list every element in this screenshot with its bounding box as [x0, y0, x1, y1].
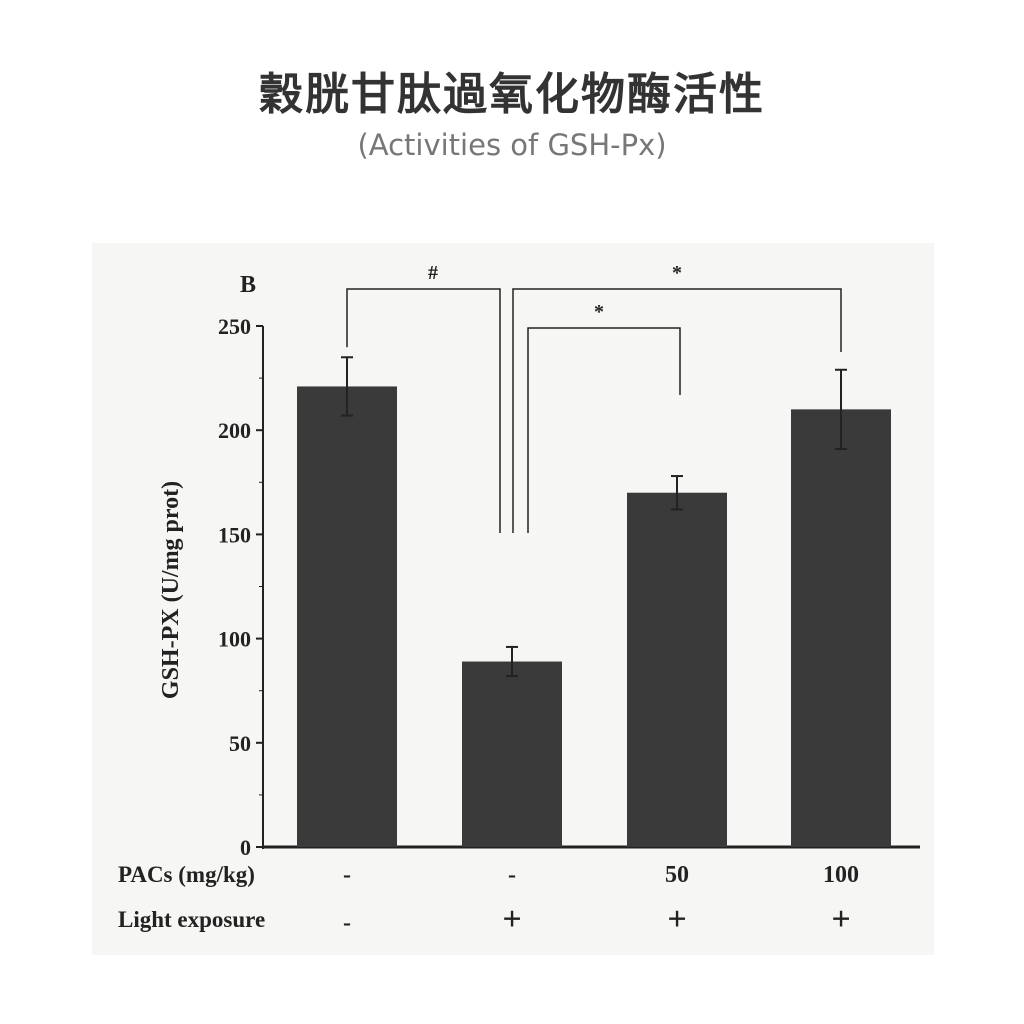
bar-3 [627, 492, 727, 847]
significance-label: # [428, 262, 438, 284]
y-tick-label: 0 [240, 835, 251, 860]
bar-2 [462, 661, 562, 847]
y-tick-label: 100 [218, 627, 251, 652]
y-tick-label: 250 [218, 314, 251, 339]
condition-value: - [343, 862, 351, 888]
condition-value: + [667, 901, 686, 938]
panel-label: B [240, 272, 256, 298]
bar-1 [297, 386, 397, 847]
y-tick-label: 150 [218, 522, 251, 547]
bar-4 [791, 409, 891, 847]
significance-label: * [594, 301, 604, 323]
condition-value: + [831, 901, 850, 938]
y-axis-label: GSH-PX (U/mg prot) [158, 481, 184, 699]
page-title: 穀胱甘肽過氧化物酶活性 [259, 69, 765, 120]
significance-bracket [512, 288, 842, 533]
condition-value: 100 [823, 862, 859, 888]
significance-bracket [346, 288, 501, 533]
condition-value: + [502, 901, 521, 938]
row-label-light: Light exposure [118, 907, 265, 932]
significance-label: * [672, 262, 682, 284]
condition-value: 50 [665, 862, 689, 888]
condition-value: - [508, 862, 516, 888]
y-tick-label: 200 [218, 418, 251, 443]
row-label-pacs: PACs (mg/kg) [118, 862, 255, 887]
condition-value: - [343, 910, 351, 936]
page-subtitle: (Activities of GSH-Px) [357, 128, 667, 162]
significance-bracket [527, 327, 681, 533]
y-tick-label: 50 [229, 731, 251, 756]
